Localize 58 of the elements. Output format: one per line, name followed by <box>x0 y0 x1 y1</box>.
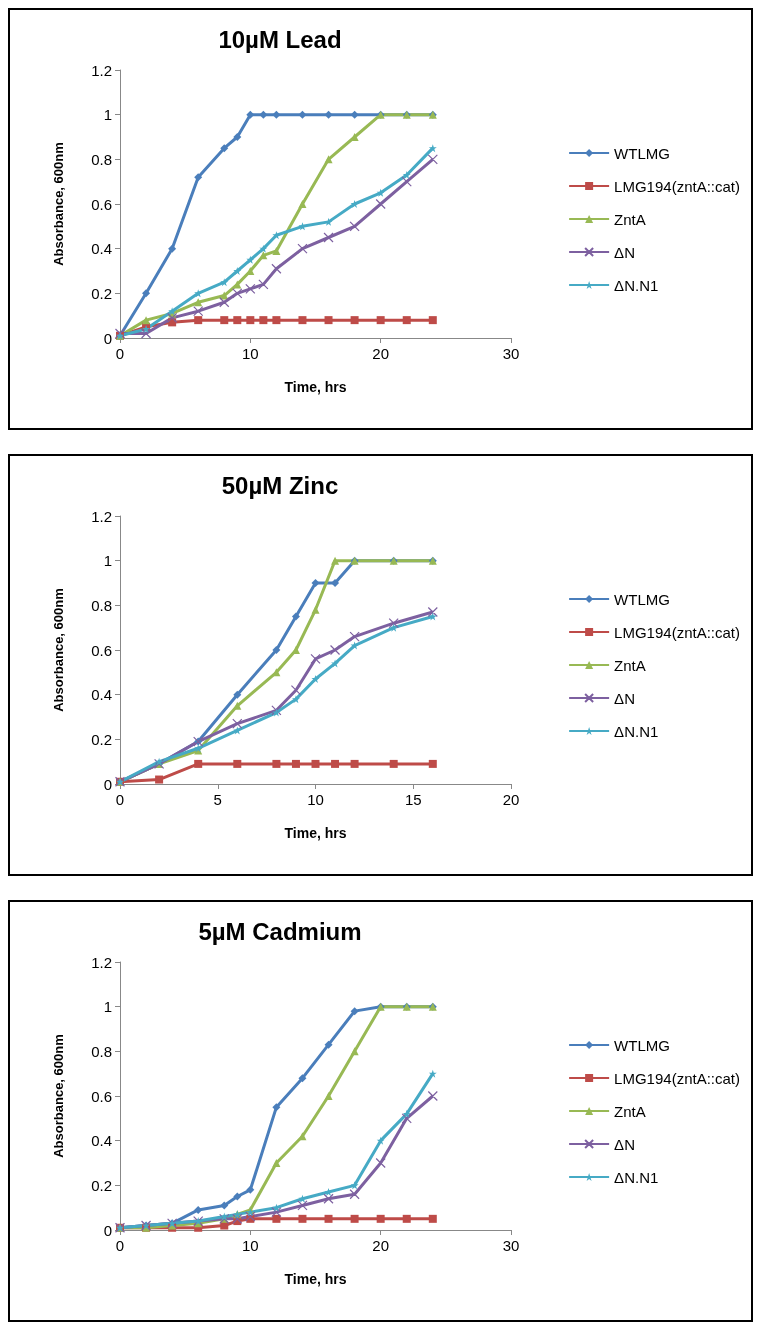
y-tick-label: 1 <box>103 106 112 124</box>
legend-label: ΔN.N1 <box>614 276 659 294</box>
x-tick-label: 20 <box>502 791 520 808</box>
x-tick-label: 10 <box>241 1237 259 1254</box>
y-tick-label: 1 <box>103 998 112 1016</box>
chart-title: 50µM Zinc <box>221 471 339 499</box>
legend-label: ZntA <box>614 656 646 674</box>
y-tick-label: 0.8 <box>91 150 112 168</box>
x-axis-title: Time, hrs <box>284 825 347 841</box>
x-tick-label: 5 <box>213 791 222 808</box>
chart-title: 5µM Cadmium <box>198 917 362 945</box>
legend-label: LMG194(zntA::cat) <box>614 177 741 195</box>
legend-label: ZntA <box>614 1102 646 1120</box>
y-axis-title: Absorbance, 600nm <box>51 1034 66 1158</box>
x-tick-label: 15 <box>404 791 422 808</box>
legend-label: ΔN <box>614 243 635 261</box>
x-tick-label: 30 <box>502 345 520 362</box>
x-tick-label: 10 <box>241 345 259 362</box>
legend-label: LMG194(zntA::cat) <box>614 1069 741 1087</box>
legend-label: ZntA <box>614 210 646 228</box>
y-axis-title: Absorbance, 600nm <box>51 142 66 266</box>
x-tick-label: 0 <box>115 1237 125 1254</box>
legend-label: ΔN.N1 <box>614 722 659 740</box>
y-axis-title: Absorbance, 600nm <box>51 588 66 712</box>
y-tick-label: 0.6 <box>91 1087 112 1105</box>
legend-label: WTLMG <box>614 1036 670 1054</box>
legend-label: ΔN <box>614 1135 635 1153</box>
y-tick-label: 0 <box>103 775 112 793</box>
y-tick-label: 0.4 <box>91 686 112 704</box>
legend-label: WTLMG <box>614 590 670 608</box>
y-tick-label: 0.2 <box>91 730 112 748</box>
legend-label: ΔN <box>614 689 635 707</box>
y-tick-label: 0.2 <box>91 1176 112 1194</box>
x-tick-label: 0 <box>115 791 125 808</box>
y-tick-label: 0 <box>103 329 112 347</box>
x-tick-label: 30 <box>502 1237 520 1254</box>
legend-label: WTLMG <box>614 144 670 162</box>
x-tick-label: 20 <box>372 345 390 362</box>
y-tick-label: 0.4 <box>91 1132 112 1150</box>
y-tick-label: 1.2 <box>91 953 112 971</box>
x-axis-title: Time, hrs <box>284 1271 347 1287</box>
y-tick-label: 0.8 <box>91 596 112 614</box>
legend-label: ΔN.N1 <box>614 1168 659 1186</box>
y-tick-label: 0.4 <box>91 240 112 258</box>
x-tick-label: 20 <box>372 1237 390 1254</box>
y-tick-label: 0.6 <box>91 641 112 659</box>
x-tick-label: 0 <box>115 345 125 362</box>
legend-label: LMG194(zntA::cat) <box>614 623 741 641</box>
x-tick-label: 10 <box>307 791 324 808</box>
y-tick-label: 0 <box>103 1221 112 1239</box>
chart-title: 10µM Lead <box>218 25 342 53</box>
y-tick-label: 1 <box>103 552 112 570</box>
y-tick-label: 1.2 <box>91 61 112 79</box>
y-tick-label: 1.2 <box>91 507 112 525</box>
y-tick-label: 0.2 <box>91 284 112 302</box>
x-axis-title: Time, hrs <box>284 379 347 395</box>
y-tick-label: 0.6 <box>91 195 112 213</box>
y-tick-label: 0.8 <box>91 1042 112 1060</box>
